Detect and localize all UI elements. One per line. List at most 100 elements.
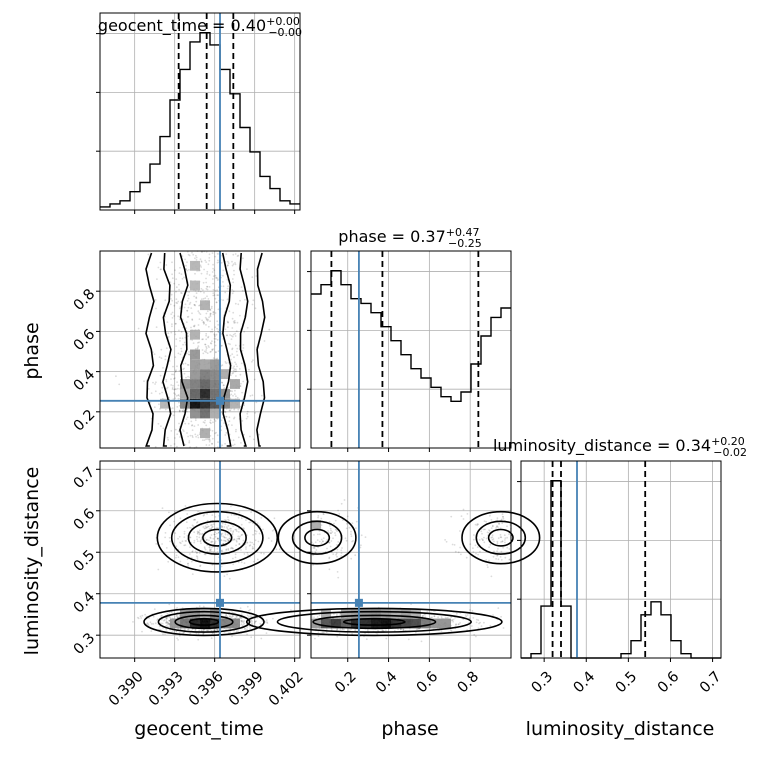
density-cell (311, 520, 321, 530)
scatter-point (217, 538, 220, 540)
scatter-point (232, 563, 235, 566)
scatter-point (328, 541, 331, 544)
scatter-point (249, 615, 252, 618)
scatter-point (496, 525, 499, 527)
scatter-point (385, 637, 388, 640)
scatter-point (153, 406, 156, 409)
scatter-point (491, 536, 494, 539)
scatter-point (203, 439, 206, 441)
scatter-point (172, 365, 174, 368)
scatter-point (181, 540, 184, 543)
scatter-point (346, 515, 349, 518)
scatter-point (201, 439, 204, 441)
scatter-point (137, 327, 140, 330)
scatter-point (481, 539, 484, 541)
scatter-point (232, 615, 235, 617)
scatter-point (169, 303, 172, 306)
scatter-point (330, 529, 332, 532)
scatter-point (191, 312, 193, 315)
scatter-point (180, 273, 183, 276)
scatter-point (222, 274, 224, 277)
scatter-point (221, 444, 224, 447)
scatter-point (200, 538, 203, 541)
scatter-point (235, 530, 238, 532)
density-cell (341, 608, 351, 619)
scatter-point (188, 303, 191, 305)
scatter-point (207, 335, 210, 338)
scatter-point (342, 519, 344, 521)
scatter-point (229, 354, 232, 357)
scatter-point (233, 514, 236, 516)
scatter-point (232, 439, 235, 442)
scatter-point (500, 615, 502, 618)
scatter-point (326, 538, 329, 541)
scatter-point (313, 534, 315, 536)
scatter-point (183, 530, 186, 533)
scatter-point (183, 341, 186, 344)
scatter-point (237, 630, 240, 632)
scatter-point (164, 532, 167, 534)
contour-line (170, 510, 264, 565)
scatter-point (337, 509, 339, 512)
scatter-point (205, 526, 208, 529)
scatter-point (193, 539, 196, 542)
scatter-point (184, 362, 187, 365)
scatter-point (225, 537, 227, 539)
scatter-point (504, 541, 506, 544)
scatter-point (232, 320, 235, 323)
scatter-point (149, 401, 152, 404)
scatter-point (161, 543, 164, 545)
scatter-point (445, 540, 448, 543)
scatter-point (178, 288, 181, 291)
scatter-point (485, 520, 487, 523)
scatter-point (244, 627, 247, 630)
scatter-point (235, 368, 237, 371)
scatter-point (239, 314, 241, 317)
scatter-point (230, 547, 232, 550)
panel-frame (520, 460, 722, 659)
scatter-point (227, 260, 229, 263)
scatter-point (243, 404, 246, 407)
scatter-point (164, 408, 167, 411)
scatter-point (202, 323, 205, 325)
scatter-point (185, 264, 187, 267)
density-cell (180, 618, 190, 629)
scatter-point (224, 442, 227, 445)
scatter-point (232, 444, 234, 447)
scatter-point (335, 552, 338, 555)
scatter-point (233, 538, 236, 541)
scatter-point (172, 398, 175, 401)
scatter-point (354, 554, 357, 557)
scatter-point (423, 613, 426, 616)
scatter-point (212, 348, 215, 350)
scatter-point (328, 541, 331, 544)
scatter-point (493, 550, 495, 553)
scatter-point (162, 367, 164, 369)
scatter-point (242, 624, 245, 626)
contour-line (156, 502, 279, 573)
scatter-point (270, 540, 273, 542)
scatter-point (252, 547, 255, 550)
scatter-point (202, 338, 204, 341)
scatter-point (250, 615, 253, 618)
scatter-point (185, 410, 188, 413)
scatter-point (216, 261, 219, 264)
scatter-point (233, 365, 236, 368)
scatter-point (317, 635, 320, 637)
scatter-point (335, 528, 338, 531)
density-cell (190, 329, 200, 340)
scatter-point (210, 548, 212, 551)
scatter-point (173, 520, 175, 523)
scatter-point (233, 273, 236, 276)
scatter-point (165, 620, 168, 622)
scatter-point (175, 345, 178, 347)
x-tick-label: 0.8 (455, 669, 483, 697)
scatter-point (233, 416, 236, 419)
scatter-point (500, 541, 502, 543)
scatter-point (207, 325, 210, 328)
scatter-point (233, 443, 236, 446)
scatter-point (176, 637, 179, 640)
scatter-point (228, 409, 231, 412)
scatter-point (215, 301, 218, 304)
scatter-point (214, 289, 217, 292)
